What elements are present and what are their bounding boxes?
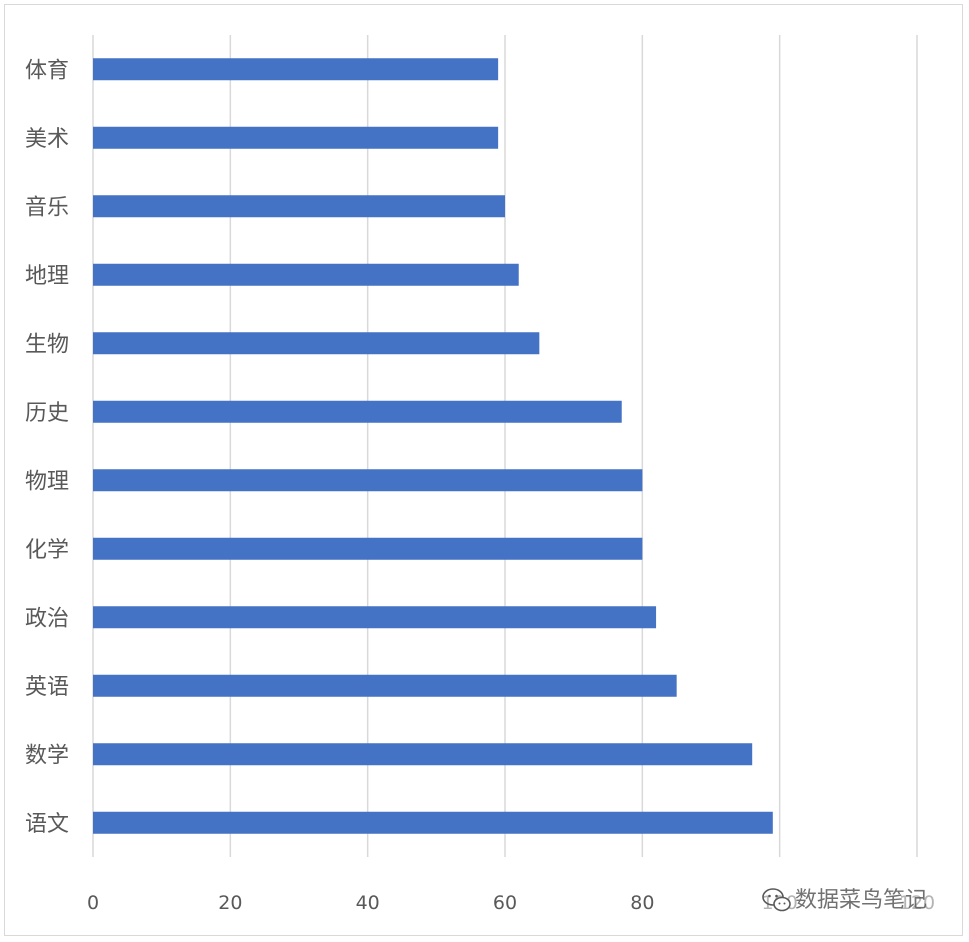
watermark-text: 数据菜鸟笔记 xyxy=(795,888,927,913)
x-tick-label: 40 xyxy=(356,892,380,914)
bar xyxy=(93,674,677,697)
x-tick-label: 0 xyxy=(87,892,99,914)
category-label: 化学 xyxy=(25,538,69,563)
bar xyxy=(93,126,499,149)
bar xyxy=(93,195,505,218)
bar xyxy=(93,811,773,834)
bar xyxy=(93,469,643,492)
gridlines xyxy=(92,35,918,857)
x-tick-label: 20 xyxy=(218,892,242,914)
category-label: 历史 xyxy=(25,401,69,426)
category-label: 音乐 xyxy=(25,195,69,220)
category-label: 政治 xyxy=(25,606,69,631)
category-label: 地理 xyxy=(25,264,69,289)
x-tick-label: 80 xyxy=(630,892,654,914)
x-tick-label: 60 xyxy=(493,892,517,914)
bar xyxy=(93,263,519,286)
bar xyxy=(93,58,499,81)
category-label: 英语 xyxy=(25,675,69,700)
category-label: 数学 xyxy=(25,743,69,768)
category-label: 生物 xyxy=(25,332,69,357)
bar xyxy=(93,332,540,355)
category-label: 美术 xyxy=(25,127,69,152)
bars xyxy=(93,58,773,834)
bar xyxy=(93,743,753,766)
category-label: 物理 xyxy=(25,469,69,494)
category-label: 体育 xyxy=(25,58,69,83)
bar xyxy=(93,537,643,560)
bar xyxy=(93,400,622,423)
watermark: 数据菜鸟笔记 xyxy=(759,881,954,917)
bar xyxy=(93,606,657,629)
wechat-icon xyxy=(762,888,791,912)
category-label: 语文 xyxy=(25,812,69,837)
